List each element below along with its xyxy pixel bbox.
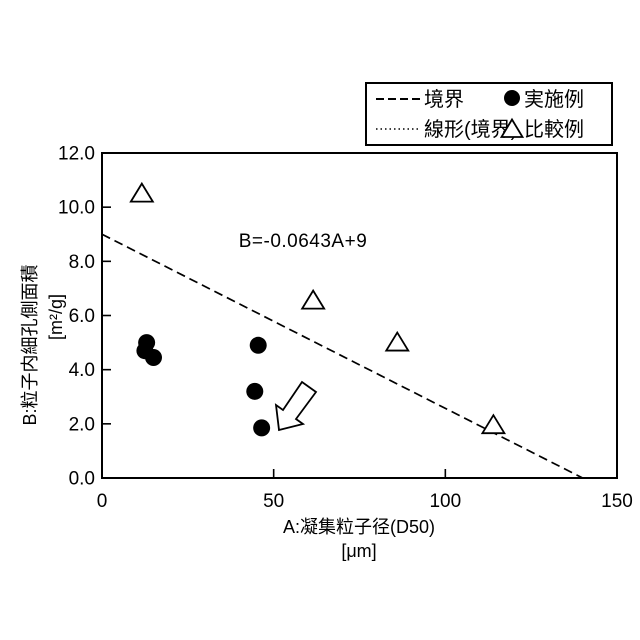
data-point-open-triangle	[480, 413, 507, 435]
legend: 境界 線形(境界) 実施例 比較例	[365, 82, 613, 146]
data-point-filled-circle	[246, 382, 264, 400]
y-tick-label: 4.0	[69, 360, 95, 381]
plot-border	[101, 152, 618, 479]
data-point-filled-circle	[145, 348, 162, 366]
y-axis-title: B:粒子内細孔側面積	[20, 264, 40, 425]
data-point-open-triangle	[384, 330, 410, 352]
plot-layer: 0 50 100 150 0.0 2.0 4.0 6.0 8.0 10.0 12.0	[58, 144, 633, 513]
equation-annotation: B=-0.0643A+9	[239, 231, 368, 252]
legend-open-triangle-marker	[499, 117, 525, 138]
y-tick-label: 6.0	[69, 306, 95, 327]
y-tick-label: 10.0	[58, 198, 95, 219]
legend-label-example: 実施例	[524, 88, 584, 111]
x-tick-label: 150	[601, 491, 633, 512]
data-point-filled-circle	[249, 336, 267, 354]
x-tick-label: 0	[97, 491, 108, 512]
legend-border	[365, 82, 613, 146]
block-arrow-annotation	[274, 380, 318, 432]
data-point-open-triangle	[300, 288, 326, 310]
data-point-open-triangle	[129, 181, 155, 203]
y-tick-label: 0.0	[69, 469, 95, 490]
y-tick-label: 12.0	[58, 144, 95, 165]
y-axis-unit: [m²/g]	[46, 294, 66, 340]
x-axis-title: A:凝集粒子径(D50)	[283, 517, 435, 537]
x-tick-label: 50	[263, 491, 284, 512]
data-point-filled-circle	[253, 419, 271, 437]
legend-label-boundary: 境界	[424, 88, 464, 111]
legend-label-comparative: 比較例	[524, 118, 584, 141]
legend-label-linear-boundary: 線形(境界)	[424, 118, 517, 141]
legend-filled-circle-marker	[504, 90, 520, 106]
boundary-line	[101, 233, 584, 479]
x-tick-label: 100	[429, 491, 461, 512]
y-tick-label: 2.0	[69, 414, 95, 435]
x-axis-unit: [μm]	[341, 541, 376, 561]
y-tick-label: 8.0	[69, 252, 95, 273]
